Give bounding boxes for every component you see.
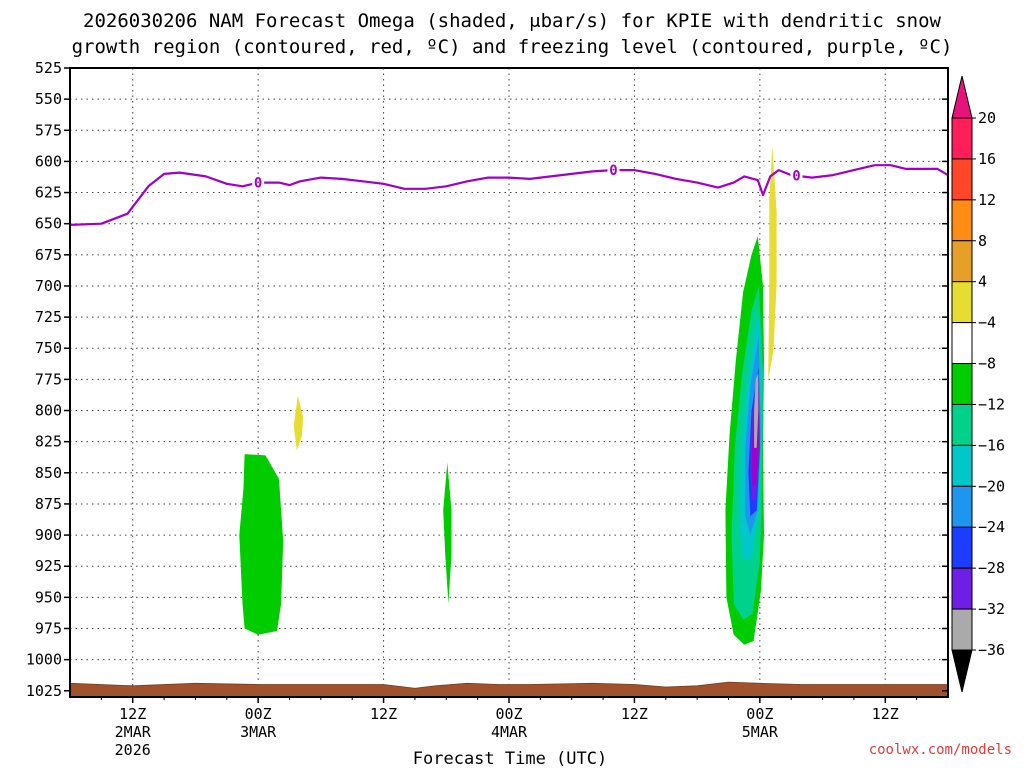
y-tick-label: 975 [35,619,62,637]
x-tick-label: 12Z [370,705,397,723]
colorbar-label: −28 [978,559,1005,577]
freezing-label-bg-1 [607,163,620,178]
colorbar-label: −16 [978,436,1005,454]
plot-content: 0 0 0 [70,68,948,697]
x-tick-label: 12Z [119,705,146,723]
x-tick-label: 4MAR [491,723,528,741]
colorbar-label: −20 [978,477,1005,495]
y-tick-label: 600 [35,152,62,170]
colorbar-label: −4 [978,314,996,332]
x-tick-label: 2026 [115,741,151,759]
y-tick-label: 575 [35,121,62,139]
colorbar-label: 8 [978,232,987,250]
colorbar-label: −8 [978,355,996,373]
colorbar-label: 20 [978,109,996,127]
colorbar-segment [951,485,973,528]
x-tick-label: 5MAR [742,723,779,741]
freezing-level-label: 0 [609,163,617,179]
freezing-label-bg-2 [790,168,803,183]
y-tick-label: 725 [35,308,62,326]
y-tick-label: 525 [35,59,62,77]
freezing-level-label: 0 [792,169,800,185]
x-axis-label: Forecast Time (UTC) [413,749,607,768]
y-tick-label: 775 [35,370,62,388]
colorbar-label: 12 [978,191,996,209]
freezing-level-label: 0 [254,176,262,192]
colorbar-segment [951,526,973,569]
colorbar-label: −36 [978,641,1005,659]
x-tick-label: 3MAR [240,723,277,741]
y-tick-label: 750 [35,339,62,357]
colorbar-segment [951,403,973,446]
y-tick-label: 675 [35,246,62,264]
omega-area-upward-gray-32 [754,373,759,448]
y-tick-label: 850 [35,464,62,482]
y-axis: 525 550 575 600 625 650 675 700 725 750 775 800 825 8… [26,59,948,700]
colorbar-segment [951,322,973,365]
y-tick-label: 825 [35,433,62,451]
chart-title-line1: 2026030206 NAM Forecast Omega (shaded, μ… [83,10,941,32]
colorbar-label: 4 [978,273,987,291]
x-tick-label: 2MAR [115,723,152,741]
omega-area-downward-yellow-2 [768,146,777,380]
y-tick-label: 900 [35,526,62,544]
colorbar-label: −32 [978,600,1005,618]
omega-area-upward-green-2 [443,462,452,604]
y-tick-label: 650 [35,215,62,233]
y-tick-label: 625 [35,184,62,202]
colorbar-legend: 20 16 12 8 4 −4 −8 −12 −16 −20 −24 −28 −32 −36 [951,75,1005,693]
colorbar-segment [951,363,973,405]
credit-text[interactable]: coolwx.com/models [869,742,1012,758]
colorbar-segment [951,158,973,201]
y-tick-label: 1025 [26,682,62,700]
y-tick-label: 550 [35,90,62,108]
freezing-label-bg-0 [252,175,265,190]
colorbar-label: −12 [978,395,1005,413]
colorbar-label: −24 [978,518,1005,536]
colorbar-segment [951,567,973,610]
colorbar-segment [951,281,973,324]
colorbar-segment [951,444,973,487]
y-tick-label: 875 [35,495,62,513]
x-tick-label: 00Z [495,705,522,723]
y-tick-label: 700 [35,277,62,295]
y-tick-label: 950 [35,588,62,606]
colorbar-segment [951,240,973,283]
y-tick-label: 1000 [26,651,62,669]
x-tick-label: 00Z [746,705,773,723]
plot-area: 0 0 0 [69,67,949,698]
x-tick-label: 00Z [245,705,272,723]
x-tick-label: 12Z [872,705,899,723]
omega-area-upward-green-1 [239,454,284,635]
colorbar-segment [951,199,973,242]
x-tick-label: 12Z [621,705,648,723]
omega-area-downward-yellow-1 [293,395,304,451]
y-tick-label: 800 [35,402,62,420]
chart-title-line2: growth region (contoured, red, ºC) and f… [72,36,953,58]
terrain-surface [70,681,948,697]
colorbar-segment [951,117,973,160]
colorbar-label: 16 [978,150,996,168]
y-tick-label: 925 [35,557,62,575]
colorbar-bottom-arrow [951,649,973,693]
colorbar-top-arrow [951,75,973,119]
colorbar-segment-gray [951,608,973,651]
